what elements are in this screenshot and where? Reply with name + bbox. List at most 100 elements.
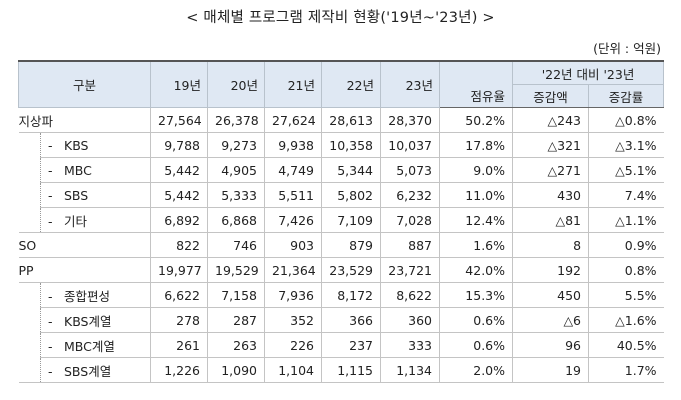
cell-value: 1,134: [380, 357, 440, 383]
page-title: < 매체별 프로그램 제작비 현황('19년~'23년) >: [186, 10, 495, 26]
header-year: 21년: [264, 60, 323, 108]
cell-value: 1,226: [150, 357, 208, 383]
cell-value: 4,749: [264, 157, 322, 183]
cell-value: 352: [264, 307, 322, 333]
header-year: 20년: [207, 60, 266, 108]
cell-change-rate: 5.5%: [588, 282, 664, 308]
cell-value: 822: [150, 232, 208, 258]
row-indent: [19, 133, 41, 158]
row-label-text: KBS계열: [64, 313, 112, 329]
row-indent: [19, 308, 41, 333]
row-indent: [19, 333, 41, 358]
table-row: - SBS 5,442 5,333 5,511 5,802 6,232 11.0% 430 7.4…: [19, 182, 664, 208]
row-label: - MBC: [39, 157, 151, 183]
cell-value: 10,037: [380, 132, 440, 158]
cell-value: 19,977: [150, 257, 208, 283]
cell-value: 1,115: [321, 357, 381, 383]
cell-change-rate: △5.1%: [588, 157, 664, 183]
cell-change-rate: △3.1%: [588, 132, 664, 158]
cell-share: 15.3%: [439, 282, 513, 308]
cell-value: 879: [321, 232, 381, 258]
cell-value: 263: [207, 332, 265, 358]
row-label: PP: [18, 257, 151, 283]
header-year: 19년: [150, 60, 209, 108]
cell-value: 8,172: [321, 282, 381, 308]
cell-value: 10,358: [321, 132, 381, 158]
cell-change-rate: 0.8%: [588, 257, 664, 283]
cell-value: 19,529: [207, 257, 265, 283]
cell-value: 4,905: [207, 157, 265, 183]
row-label: - 기타: [39, 207, 151, 233]
table-row: - 종합편성 6,622 7,158 7,936 8,172 8,622 15.3% 450 5.…: [19, 282, 664, 308]
table-row: - MBC 5,442 4,905 4,749 5,344 5,073 9.0% △271 △5.…: [19, 157, 664, 183]
row-label: - MBC계열: [39, 332, 151, 358]
row-label-text: MBC: [64, 162, 92, 178]
row-indent: [18, 357, 41, 383]
cell-change-rate: △1.6%: [588, 307, 664, 333]
table-row: - MBC계열 261 263 226 237 333 0.6% 96 40.5%: [19, 332, 664, 358]
cell-change-rate: 7.4%: [588, 182, 664, 208]
row-label-text: MBC계열: [64, 338, 115, 354]
production-cost-table: 구분 19년 20년 21년 22년 23년 '22년 대비 '23년 점유율 …: [17, 60, 665, 383]
cell-value: 903: [264, 232, 322, 258]
cell-value: 26,378: [207, 107, 265, 133]
header-change-rate: 증감률: [588, 84, 665, 108]
cell-value: 887: [380, 232, 440, 258]
table-row: - KBS 9,788 9,273 9,938 10,358 10,037 17.8% △321…: [19, 132, 664, 158]
header-year: 23년: [380, 60, 441, 108]
cell-share: 17.8%: [439, 132, 513, 158]
cell-share: 11.0%: [439, 182, 513, 208]
cell-change-amount: 450: [512, 282, 589, 308]
cell-value: 27,564: [150, 107, 208, 133]
cell-value: 7,936: [264, 282, 322, 308]
cell-share: 12.4%: [439, 207, 513, 233]
cell-value: 5,442: [150, 157, 208, 183]
cell-value: 7,426: [264, 207, 322, 233]
header-share: 점유율: [439, 84, 514, 108]
cell-value: 261: [150, 332, 208, 358]
cell-value: 7,158: [207, 282, 265, 308]
header-compare-group: '22년 대비 '23년: [512, 60, 665, 85]
cell-value: 5,073: [380, 157, 440, 183]
cell-change-rate: △0.8%: [588, 107, 664, 133]
row-label: - 종합편성: [39, 282, 151, 308]
cell-value: 9,938: [264, 132, 322, 158]
table-row: - 기타 6,892 6,868 7,426 7,109 7,028 12.4% △81 △1.1…: [18, 207, 664, 233]
cell-value: 9,273: [207, 132, 265, 158]
cell-change-amount: 96: [512, 332, 589, 358]
cell-change-amount: △6: [512, 307, 589, 333]
cell-share: 0.6%: [439, 307, 513, 333]
cell-value: 28,613: [321, 107, 381, 133]
table-body: 지상파 27,564 26,378 27,624 28,613 28,370 50.2% △2…: [18, 107, 664, 383]
cell-share: 1.6%: [439, 232, 513, 258]
cell-share: 9.0%: [439, 157, 513, 183]
cell-change-rate: 0.9%: [588, 232, 664, 258]
table-row: SO 822 746 903 879 887 1.6% 8 0.9%: [18, 232, 664, 258]
row-indent: [19, 158, 41, 183]
cell-value: 5,333: [207, 182, 265, 208]
cell-value: 278: [150, 307, 208, 333]
row-label: - SBS계열: [39, 357, 151, 383]
cell-value: 6,892: [150, 207, 208, 233]
cell-share: 50.2%: [439, 107, 513, 133]
cell-value: 7,109: [321, 207, 381, 233]
cell-value: 746: [207, 232, 265, 258]
row-label: SO: [18, 232, 151, 258]
row-label: - KBS: [39, 132, 151, 158]
row-indent: [19, 183, 41, 208]
cell-value: 5,802: [321, 182, 381, 208]
cell-share: 42.0%: [439, 257, 513, 283]
header-year: 22년: [321, 60, 382, 108]
row-label-text: KBS: [64, 137, 89, 153]
cell-value: 21,364: [264, 257, 322, 283]
cell-value: 333: [380, 332, 440, 358]
cell-change-amount: △271: [512, 157, 589, 183]
cell-value: 360: [380, 307, 440, 333]
row-label-text: 기타: [64, 213, 88, 229]
cell-value: 23,529: [321, 257, 381, 283]
cell-change-amount: 430: [512, 182, 589, 208]
cell-value: 1,090: [207, 357, 265, 383]
cell-value: 366: [321, 307, 381, 333]
cell-value: 5,344: [321, 157, 381, 183]
header-change-amount: 증감액: [512, 84, 590, 108]
